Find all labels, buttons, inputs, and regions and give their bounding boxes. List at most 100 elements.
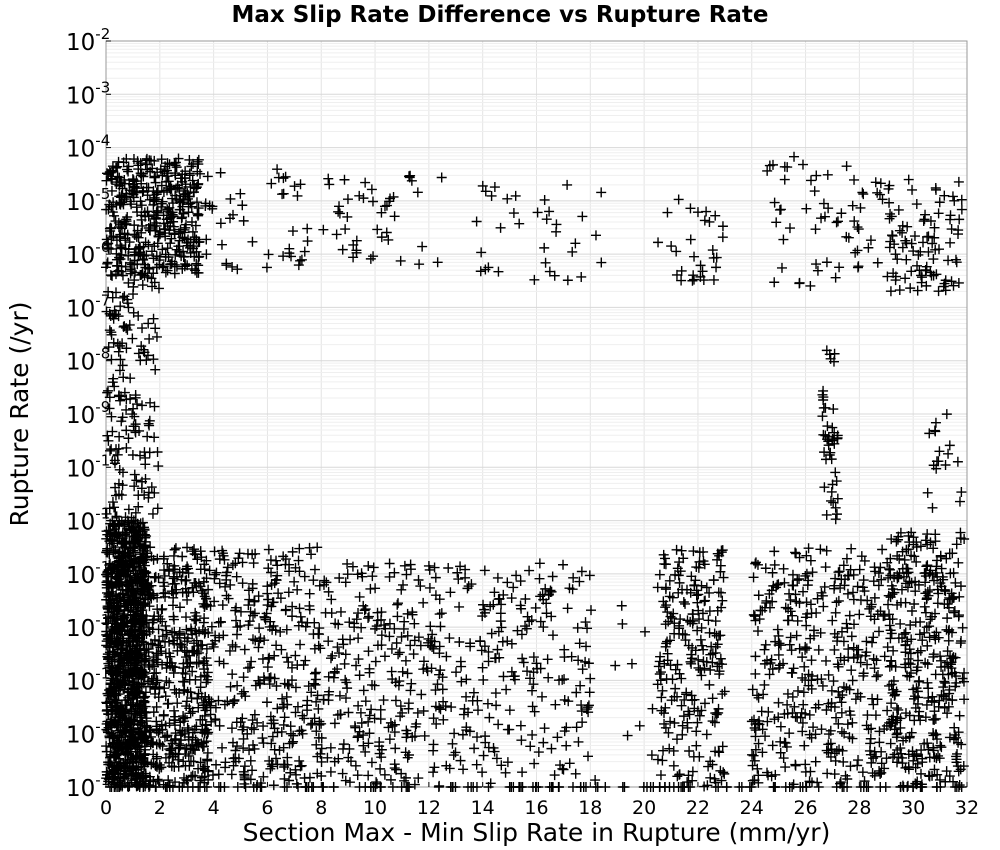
data-point bbox=[543, 672, 554, 683]
data-point bbox=[760, 731, 771, 742]
data-point bbox=[104, 696, 115, 707]
data-point bbox=[162, 558, 173, 569]
data-point bbox=[708, 274, 719, 285]
data-point bbox=[864, 603, 875, 614]
data-point bbox=[853, 755, 864, 766]
data-point bbox=[393, 649, 404, 660]
data-point bbox=[126, 621, 137, 632]
data-point bbox=[263, 544, 274, 555]
data-point bbox=[953, 176, 964, 187]
data-point bbox=[529, 758, 540, 769]
data-point bbox=[358, 193, 369, 204]
data-point bbox=[146, 551, 157, 562]
data-point bbox=[493, 719, 504, 730]
data-point bbox=[691, 726, 702, 737]
data-point bbox=[875, 782, 886, 792]
data-point bbox=[801, 597, 812, 608]
data-point bbox=[163, 698, 174, 709]
data-point bbox=[580, 782, 591, 792]
data-point bbox=[759, 644, 770, 655]
data-point bbox=[771, 217, 782, 228]
data-point bbox=[794, 643, 805, 654]
data-point bbox=[161, 731, 172, 742]
data-point bbox=[328, 672, 339, 683]
data-point bbox=[159, 570, 170, 581]
data-point bbox=[209, 546, 220, 557]
data-point bbox=[165, 745, 176, 756]
data-point bbox=[168, 592, 179, 603]
data-point bbox=[149, 172, 160, 183]
data-point bbox=[816, 724, 827, 735]
data-point bbox=[128, 762, 139, 773]
data-point bbox=[654, 569, 665, 580]
x-tick-label: 10 bbox=[363, 797, 387, 819]
data-point bbox=[375, 763, 386, 774]
data-point bbox=[818, 601, 829, 612]
data-point bbox=[128, 677, 139, 688]
data-point bbox=[103, 525, 114, 536]
data-point bbox=[120, 541, 131, 552]
data-point bbox=[246, 722, 257, 733]
data-point bbox=[139, 696, 150, 707]
data-point bbox=[685, 234, 696, 245]
data-point bbox=[935, 651, 946, 662]
data-point bbox=[217, 742, 228, 753]
data-point bbox=[956, 635, 967, 646]
data-point bbox=[105, 667, 116, 678]
data-point bbox=[831, 217, 842, 228]
data-point bbox=[885, 738, 896, 749]
data-point bbox=[352, 770, 363, 781]
data-point bbox=[155, 642, 166, 653]
data-point bbox=[401, 569, 412, 580]
data-point bbox=[249, 608, 260, 619]
data-point bbox=[153, 640, 164, 651]
data-point bbox=[719, 686, 730, 697]
data-point bbox=[821, 509, 832, 520]
data-point bbox=[773, 649, 784, 660]
data-point bbox=[186, 693, 197, 704]
data-point bbox=[113, 568, 124, 579]
data-point bbox=[183, 563, 194, 574]
data-point bbox=[195, 168, 206, 179]
data-point bbox=[891, 703, 902, 714]
data-point bbox=[102, 601, 113, 612]
data-point bbox=[124, 654, 135, 665]
data-point bbox=[692, 717, 703, 728]
data-point bbox=[922, 640, 933, 651]
data-point bbox=[203, 627, 214, 638]
data-point bbox=[475, 636, 486, 647]
data-point bbox=[703, 761, 714, 772]
data-point bbox=[108, 546, 119, 557]
data-point bbox=[436, 608, 447, 619]
data-point bbox=[102, 547, 113, 558]
data-point bbox=[564, 758, 575, 769]
data-point bbox=[829, 644, 840, 655]
data-point bbox=[610, 660, 621, 671]
data-point bbox=[151, 331, 162, 342]
data-point bbox=[701, 729, 712, 740]
data-point bbox=[445, 587, 456, 598]
data-point bbox=[945, 237, 956, 248]
data-point bbox=[133, 635, 144, 646]
y-tick-label: 10-7 bbox=[66, 291, 110, 322]
data-point bbox=[287, 226, 298, 237]
data-point bbox=[105, 578, 116, 589]
data-point bbox=[147, 508, 158, 519]
data-point bbox=[133, 501, 144, 512]
data-point bbox=[877, 544, 888, 555]
data-point bbox=[113, 601, 124, 612]
data-point bbox=[476, 247, 487, 258]
data-point bbox=[244, 662, 255, 673]
data-point bbox=[688, 270, 699, 281]
data-point bbox=[107, 535, 118, 546]
data-point bbox=[153, 650, 164, 661]
data-point bbox=[128, 522, 139, 533]
data-point bbox=[389, 727, 400, 738]
data-point bbox=[131, 649, 142, 660]
data-point bbox=[105, 741, 116, 752]
data-point bbox=[340, 224, 351, 235]
data-point bbox=[340, 649, 351, 660]
data-point bbox=[261, 697, 272, 708]
data-point bbox=[495, 616, 506, 627]
data-point bbox=[153, 283, 164, 294]
